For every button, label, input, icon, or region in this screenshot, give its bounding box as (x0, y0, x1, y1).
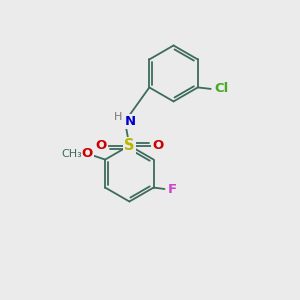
Text: Cl: Cl (214, 82, 229, 95)
Text: S: S (124, 138, 135, 153)
Text: F: F (167, 182, 176, 196)
Text: N: N (125, 115, 136, 128)
Text: H: H (113, 112, 122, 122)
Text: O: O (95, 139, 106, 152)
Text: O: O (152, 139, 164, 152)
Text: O: O (82, 147, 93, 160)
Text: CH₃: CH₃ (61, 149, 82, 159)
